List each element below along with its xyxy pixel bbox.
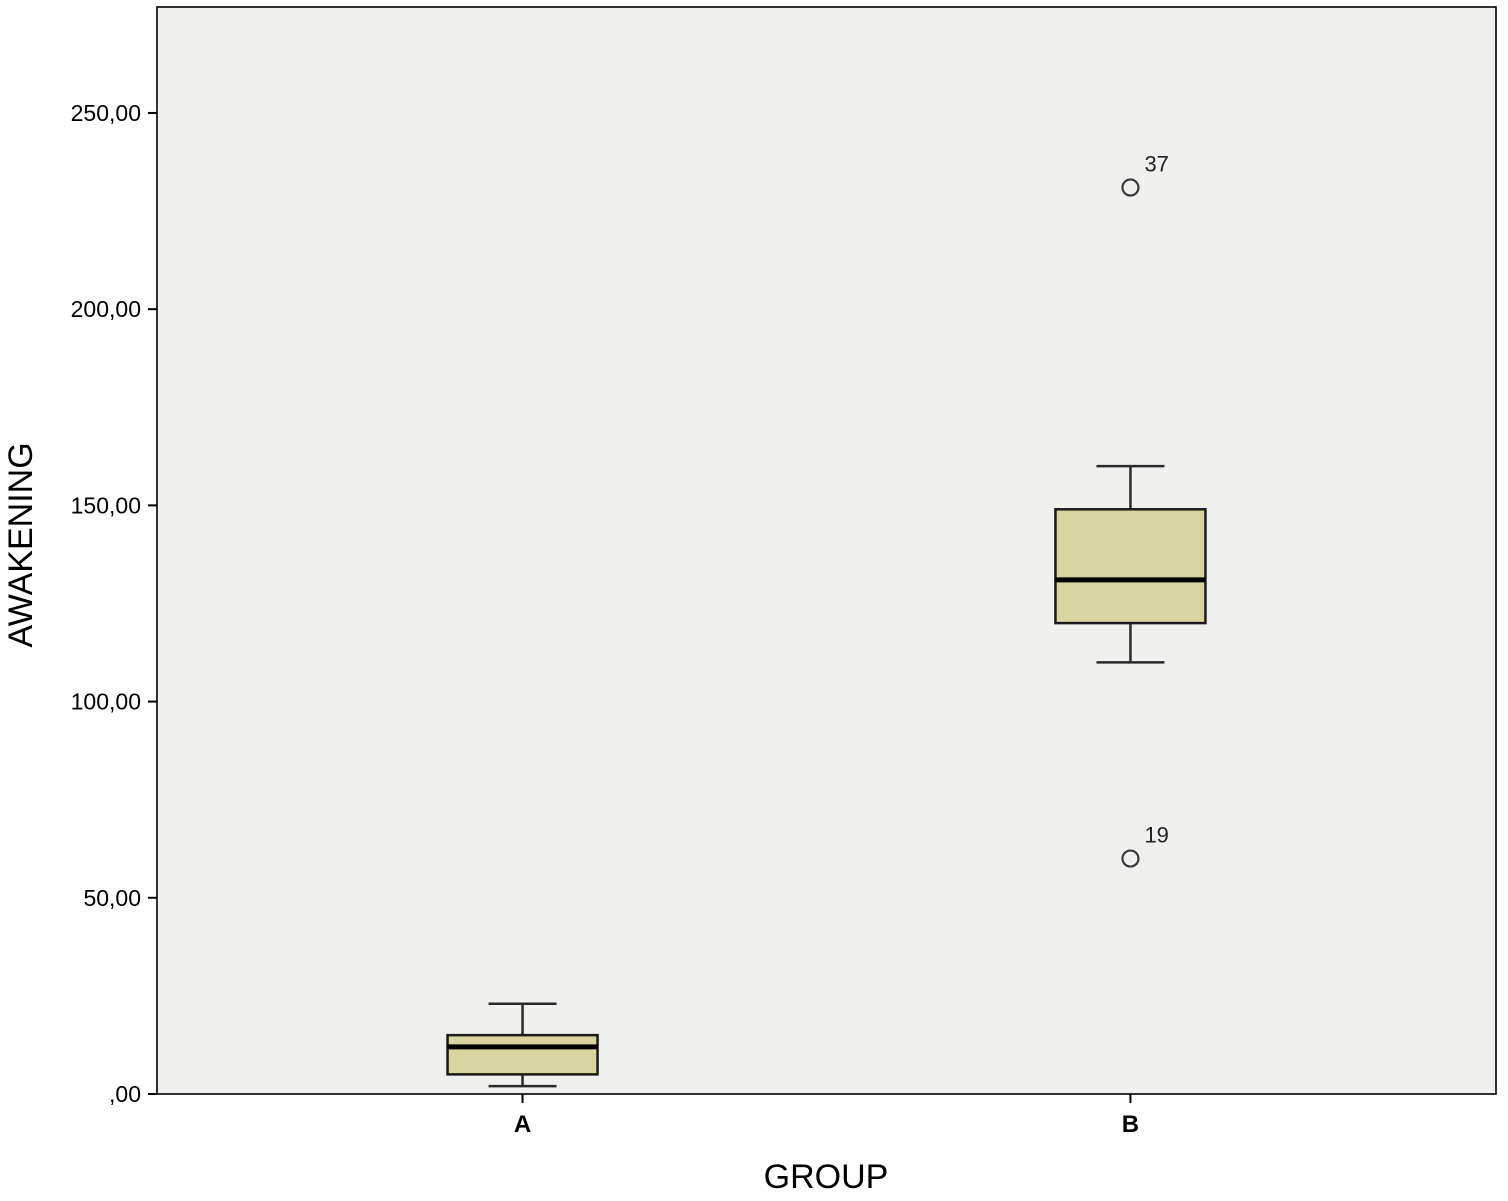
y-tick-label: 200,00	[71, 296, 141, 322]
outlier-point	[1121, 178, 1140, 197]
x-tick-label: B	[1122, 1111, 1139, 1138]
boxplot-a	[446, 1002, 599, 1088]
y-axis: ,00 50,00 100,00 150,00 200,00 250,00	[71, 100, 157, 1107]
y-tick-label: 250,00	[71, 100, 141, 126]
y-tick-label: ,00	[109, 1081, 141, 1107]
outlier-label: 19	[1144, 823, 1168, 848]
y-tick-label: 50,00	[83, 885, 141, 911]
x-axis-title: GROUP	[764, 1158, 889, 1196]
plot-area	[156, 6, 1497, 1095]
box	[446, 1033, 599, 1076]
outlier-point	[1121, 849, 1140, 868]
x-tick-label: A	[514, 1111, 531, 1138]
y-axis-title: AWAKENING	[2, 442, 40, 647]
y-tick-label: 100,00	[71, 689, 141, 715]
boxplot-b: 37 19	[1054, 152, 1207, 868]
outlier-label: 37	[1144, 152, 1168, 177]
box	[1054, 508, 1207, 625]
y-tick-label: 150,00	[71, 492, 141, 518]
boxplot-series: 37 19	[446, 152, 1207, 1088]
